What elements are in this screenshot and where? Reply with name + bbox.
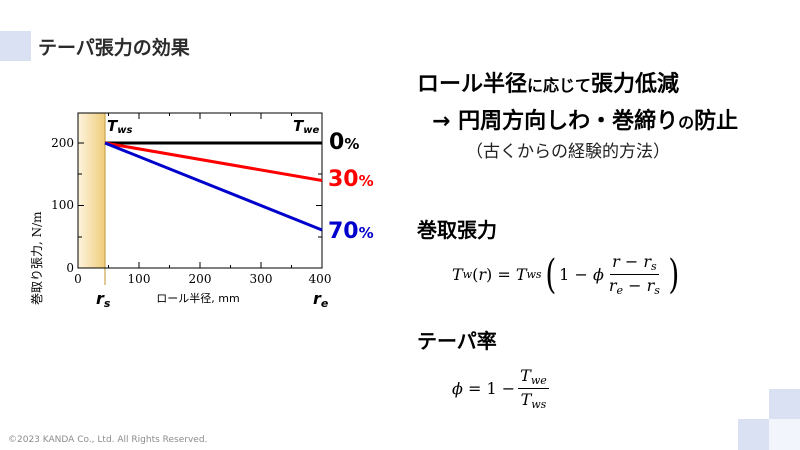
svg-text:0: 0 <box>66 261 74 275</box>
plot-frame <box>77 112 323 269</box>
deco-block-left <box>738 419 769 450</box>
label-0pct: 0% <box>329 130 360 155</box>
y-ticks <box>78 142 322 238</box>
svg-text:200: 200 <box>51 136 74 150</box>
tick-labels: 200 100 0 0 100 200 300 400 <box>51 136 331 286</box>
x-axis-label: ロール半径, mm <box>156 291 239 305</box>
taper-rate-formula: ϕ = 1 − Twe Tws <box>452 366 549 411</box>
taper-rate-heading: テーパ率 <box>417 329 497 353</box>
svg-text:300: 300 <box>250 272 273 286</box>
bullet1-end: 張力低減 <box>591 72 680 97</box>
label-30pct: 30% <box>328 167 374 192</box>
label-70pct: 70% <box>328 219 374 244</box>
tws-annotation: Tws <box>107 117 132 136</box>
bullet-prevent-wrinkles: → 円周方向しわ・巻締りの防止 <box>432 103 738 135</box>
bullet-reduce-tension: ロール半径に応じて張力低減 <box>417 66 679 98</box>
x-ticks <box>108 113 292 268</box>
tension-chart: 200 100 0 0 100 200 300 400 ロール半径, mm Tw… <box>0 100 400 315</box>
svg-text:200: 200 <box>189 272 212 286</box>
deco-block-top <box>769 389 800 419</box>
y-axis-label: 巻取り張力, N/m <box>30 211 44 305</box>
rs-annotation: rs <box>96 289 111 310</box>
bullet2-small: の <box>678 113 695 132</box>
empirical-note: （古くからの経験的方法） <box>466 142 670 162</box>
bullet2-main: → 円周方向しわ・巻締り <box>432 109 679 134</box>
title-accent-block <box>0 31 31 61</box>
series-30pct <box>104 141 323 182</box>
twe-annotation: Twe <box>293 117 319 136</box>
svg-text:100: 100 <box>51 198 74 212</box>
core-region <box>78 113 105 268</box>
copyright-footer: ©2023 KANDA Co., Ltd. All Rights Reserve… <box>8 435 208 445</box>
bullet2-end: 防止 <box>694 109 739 134</box>
svg-text:400: 400 <box>309 272 332 286</box>
svg-text:100: 100 <box>128 272 151 286</box>
deco-block-light <box>769 419 800 450</box>
page-title: テーパ張力の効果 <box>38 37 190 59</box>
svg-text:0: 0 <box>74 272 82 286</box>
re-annotation: re <box>313 289 329 310</box>
bullet1-small: に応じて <box>527 76 592 95</box>
winding-tension-heading: 巻取張力 <box>417 218 497 242</box>
series-70pct <box>104 141 323 232</box>
bullet1-main: ロール半径 <box>417 72 528 97</box>
chart-svg: 200 100 0 0 100 200 300 400 ロール半径, mm Tw… <box>51 112 331 310</box>
